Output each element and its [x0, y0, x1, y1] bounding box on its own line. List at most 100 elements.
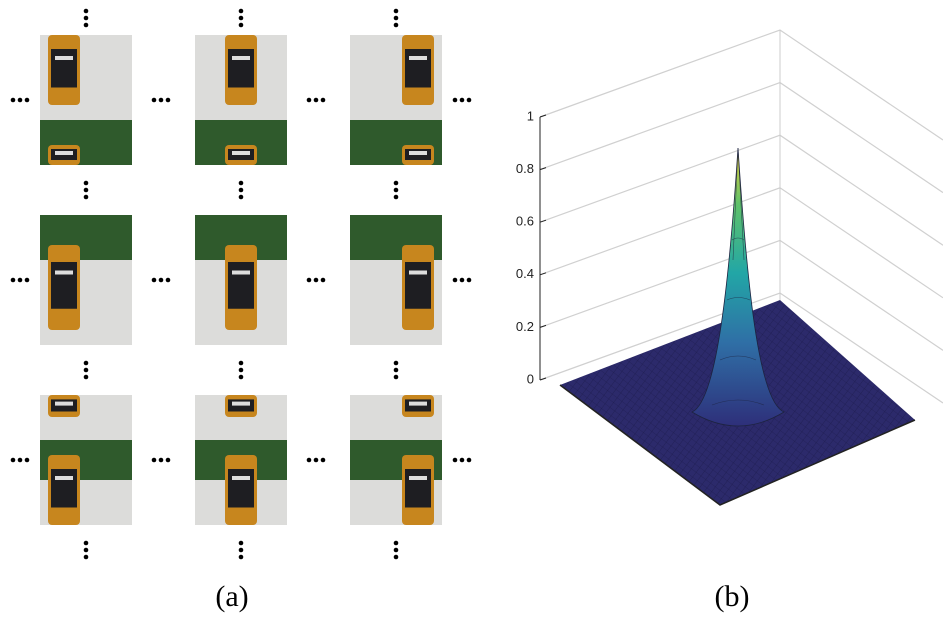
ellipsis-dot	[467, 98, 472, 103]
ellipsis-dot	[84, 375, 89, 380]
bottle-label	[51, 49, 77, 88]
ellipsis-dot	[307, 278, 312, 283]
label-text	[409, 56, 427, 60]
ellipsis-dot	[394, 181, 399, 186]
ellipsis-dot	[239, 181, 244, 186]
ellipsis-dot	[314, 278, 319, 283]
ellipsis-dot	[239, 541, 244, 546]
caption: (b)	[715, 580, 750, 613]
ellipsis-dot	[467, 458, 472, 463]
ellipsis-dot	[321, 458, 326, 463]
ellipsis-dot	[453, 458, 458, 463]
image-tile	[350, 395, 442, 525]
z-tick-label: 0.2	[516, 319, 534, 334]
label-text	[55, 402, 73, 406]
ellipsis-dot	[460, 278, 465, 283]
image-tile	[195, 395, 287, 525]
ellipsis-dot	[84, 195, 89, 200]
label-text	[55, 271, 73, 275]
bottle-label	[405, 49, 431, 88]
ellipsis-dot	[239, 9, 244, 14]
ellipsis-dot	[159, 278, 164, 283]
ellipsis-dot	[11, 98, 16, 103]
ellipsis-dot	[239, 548, 244, 553]
label-text	[409, 476, 427, 480]
ellipsis-dot	[321, 98, 326, 103]
ellipsis-dot	[394, 368, 399, 373]
image-tile	[195, 35, 287, 165]
label-text	[409, 151, 427, 155]
bottle-label	[51, 469, 77, 508]
label-text	[232, 476, 250, 480]
image-tile	[350, 35, 442, 165]
label-text	[409, 271, 427, 275]
ellipsis-dot	[394, 188, 399, 193]
ellipsis-dot	[152, 98, 157, 103]
ellipsis-dot	[460, 458, 465, 463]
ellipsis-dot	[152, 458, 157, 463]
ellipsis-dot	[453, 98, 458, 103]
label-text	[232, 151, 250, 155]
bottle-label	[51, 262, 77, 309]
panel-a	[11, 9, 472, 560]
ellipsis-dot	[18, 278, 23, 283]
bottle-label	[405, 262, 431, 309]
ellipsis-dot	[166, 458, 171, 463]
image-tile	[40, 395, 132, 525]
grid-line	[540, 30, 943, 140]
ellipsis-dot	[84, 368, 89, 373]
ellipsis-dot	[84, 9, 89, 14]
figure: 00.20.40.60.81 (a) (b)	[0, 0, 943, 630]
caption: (a)	[215, 580, 248, 613]
label-text	[55, 151, 73, 155]
ellipsis-dot	[394, 541, 399, 546]
z-tick-label: 0.4	[516, 266, 534, 281]
ellipsis-dot	[25, 278, 30, 283]
ellipsis-dot	[84, 361, 89, 366]
ellipsis-dot	[394, 9, 399, 14]
ellipsis-dot	[18, 98, 23, 103]
label-text	[55, 476, 73, 480]
ellipsis-dot	[159, 458, 164, 463]
ellipsis-dot	[239, 375, 244, 380]
bottle-label	[405, 469, 431, 508]
ellipsis-dot	[166, 278, 171, 283]
ellipsis-dot	[239, 555, 244, 560]
ellipsis-dot	[321, 278, 326, 283]
ellipsis-dot	[314, 98, 319, 103]
label-text	[232, 271, 250, 275]
label-text	[409, 402, 427, 406]
bottle-label	[228, 49, 254, 88]
ellipsis-dot	[394, 195, 399, 200]
ellipsis-dot	[239, 16, 244, 21]
ellipsis-dot	[11, 458, 16, 463]
z-tick-label: 0	[527, 371, 534, 386]
ellipsis-dot	[314, 458, 319, 463]
ellipsis-dot	[394, 23, 399, 28]
ellipsis-dot	[453, 278, 458, 283]
ellipsis-dot	[159, 98, 164, 103]
label-text	[232, 56, 250, 60]
ellipsis-dot	[84, 188, 89, 193]
ellipsis-dot	[84, 23, 89, 28]
z-tick-label: 1	[527, 108, 534, 123]
ellipsis-dot	[18, 458, 23, 463]
ellipsis-dot	[460, 98, 465, 103]
ellipsis-dot	[239, 368, 244, 373]
ellipsis-dot	[84, 181, 89, 186]
z-tick-label: 0.6	[516, 214, 534, 229]
ellipsis-dot	[467, 278, 472, 283]
ellipsis-dot	[239, 188, 244, 193]
ellipsis-dot	[394, 375, 399, 380]
ellipsis-dot	[84, 555, 89, 560]
ellipsis-dot	[394, 548, 399, 553]
bottle-label	[228, 469, 254, 508]
ellipsis-dot	[394, 361, 399, 366]
label-text	[232, 402, 250, 406]
ellipsis-dot	[239, 195, 244, 200]
ellipsis-dot	[84, 16, 89, 21]
ellipsis-dot	[84, 541, 89, 546]
ellipsis-dot	[239, 361, 244, 366]
image-tile	[350, 215, 442, 345]
image-tile	[40, 215, 132, 345]
